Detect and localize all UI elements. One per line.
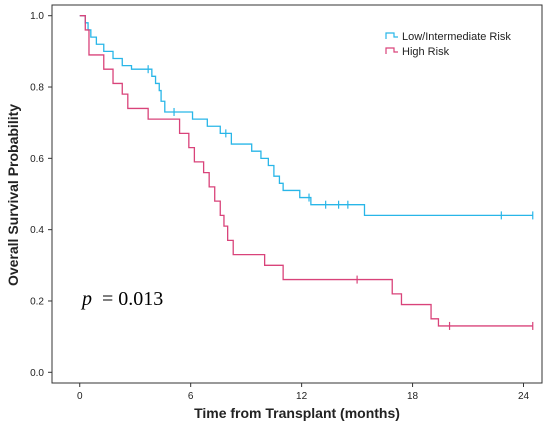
x-tick-label: 24 [518, 391, 530, 402]
y-tick-label: 0.2 [30, 296, 44, 307]
p-symbol: p [80, 288, 92, 310]
p-value-text: = 0.013 [102, 288, 163, 310]
x-tick-label: 6 [188, 391, 194, 402]
p-value-annotation: p = 0.013 [80, 288, 163, 310]
x-tick-label: 12 [296, 391, 308, 402]
x-tick-label: 0 [77, 391, 83, 402]
y-tick-label: 1.0 [30, 11, 44, 22]
series-line-high-risk [79, 15, 533, 327]
y-tick-label: 0.8 [30, 83, 44, 94]
x-tick-label: 18 [407, 391, 419, 402]
y-tick-label: 0.4 [30, 225, 44, 236]
y-axis-title: Overall Survival Probability [5, 104, 21, 286]
legend-label-low-intermediate-risk: Low/Intermediate Risk [402, 31, 511, 43]
y-tick-label: 0.0 [30, 368, 44, 379]
legend-swatch-high-risk [385, 47, 398, 54]
x-axis-title: Time from Transplant (months) [194, 405, 400, 421]
legend-label-high-risk: High Risk [402, 46, 450, 58]
series-line-low-intermediate-risk [79, 15, 533, 217]
y-tick-label: 0.6 [30, 154, 44, 165]
plot-frame [51, 4, 543, 384]
legend-swatch-low-intermediate-risk [385, 32, 398, 39]
